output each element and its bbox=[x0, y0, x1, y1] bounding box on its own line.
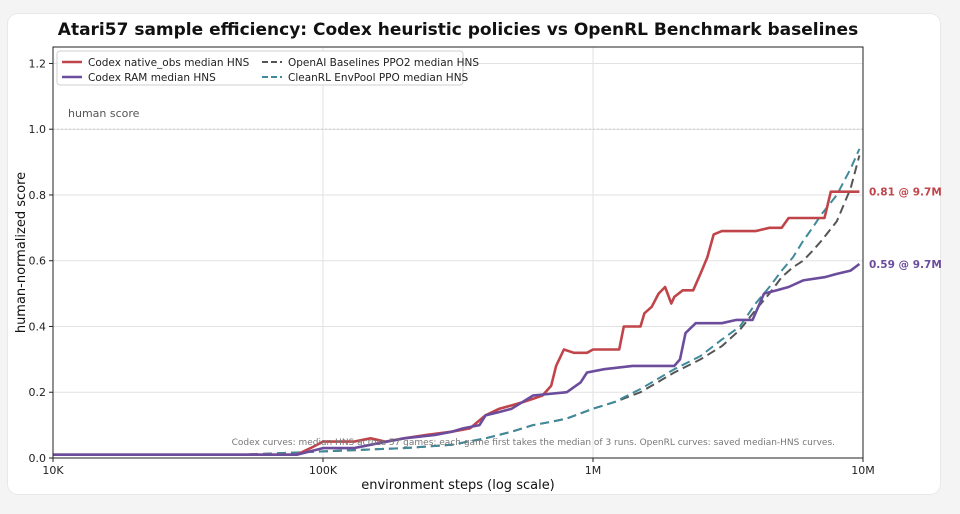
series-lines bbox=[53, 148, 861, 456]
legend-entry-0: Codex native_obs median HNS bbox=[88, 57, 250, 69]
legend-entry-3: CleanRL EnvPool PPO median HNS bbox=[288, 72, 469, 84]
chart-note: Codex curves: median HNS across 57 games… bbox=[232, 438, 835, 448]
end-label-0: 0.81 @ 9.7M bbox=[869, 187, 942, 199]
series-line-1 bbox=[53, 262, 861, 456]
y-axis-label: human-normalized score bbox=[14, 172, 29, 333]
end-labels: 0.81 @ 9.7M 0.59 @ 9.7M bbox=[869, 187, 942, 271]
y-tick-label: 0.2 bbox=[29, 386, 47, 399]
y-axis-ticks: 0.0 0.2 0.4 0.6 0.8 1.0 1.2 bbox=[29, 57, 53, 465]
chart-title: Atari57 sample efficiency: Codex heurist… bbox=[58, 20, 858, 40]
x-tick-label: 1M bbox=[585, 464, 602, 477]
human-score-reference: human score bbox=[53, 107, 863, 130]
legend-box bbox=[56, 50, 464, 86]
series-line-2 bbox=[53, 155, 861, 456]
human-score-label: human score bbox=[68, 107, 140, 120]
legend-entry-2: OpenAI Baselines PPO2 median HNS bbox=[288, 57, 479, 69]
x-axis-label: environment steps (log scale) bbox=[361, 478, 555, 493]
x-tick-label: 10M bbox=[851, 464, 875, 477]
plot-frame bbox=[52, 46, 864, 459]
legend-entry-1: Codex RAM median HNS bbox=[88, 72, 216, 84]
y-tick-label: 0.4 bbox=[29, 320, 47, 333]
grid bbox=[53, 47, 863, 458]
series-line-0 bbox=[53, 190, 860, 456]
x-tick-label: 100K bbox=[309, 464, 338, 477]
x-tick-label: 10K bbox=[42, 464, 64, 477]
y-tick-label: 0.8 bbox=[29, 189, 47, 202]
end-label-1: 0.59 @ 9.7M bbox=[869, 259, 942, 271]
series-line-3 bbox=[53, 148, 861, 456]
y-tick-label: 1.2 bbox=[29, 57, 47, 70]
legend: Codex native_obs median HNS Codex RAM med… bbox=[56, 50, 479, 86]
y-tick-label: 1.0 bbox=[29, 123, 47, 136]
x-axis-ticks: 10K 100K 1M 10M bbox=[42, 458, 875, 477]
y-tick-label: 0.6 bbox=[29, 255, 47, 268]
y-tick-label: 0.0 bbox=[29, 452, 47, 465]
chart-card bbox=[8, 14, 940, 494]
